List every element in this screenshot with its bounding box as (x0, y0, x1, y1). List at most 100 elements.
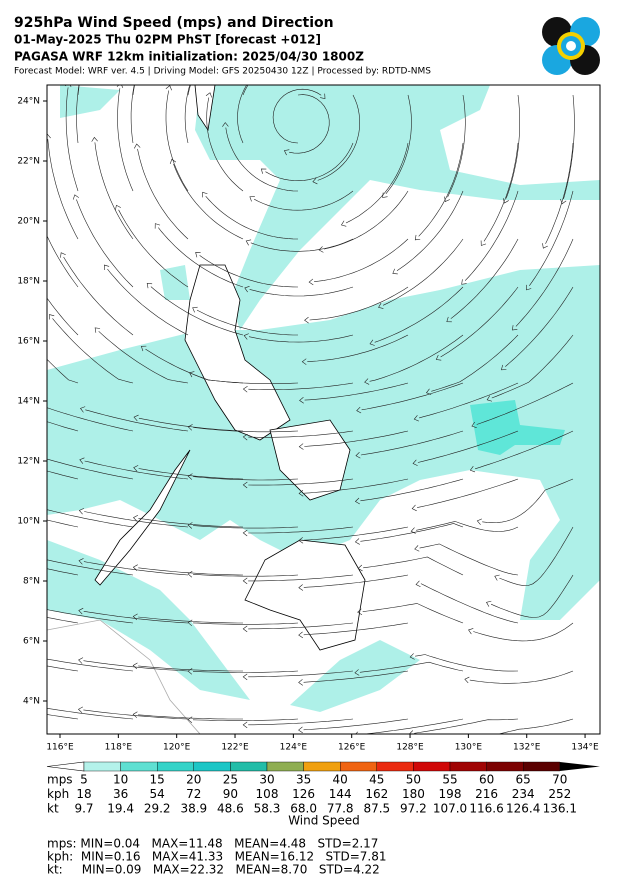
stream-arrow (298, 726, 303, 734)
stream-arrow (189, 371, 195, 378)
streamline (193, 374, 299, 385)
colorbar-swatch (449, 761, 487, 772)
stream-arrow (132, 564, 138, 571)
streamline (248, 334, 354, 343)
streamline (418, 142, 464, 237)
stream-arrow (140, 345, 147, 352)
streamline (473, 622, 574, 642)
streamline (83, 660, 189, 672)
colorbar-value: 65 (516, 773, 531, 787)
streamline (248, 382, 354, 391)
streamline (196, 309, 298, 336)
streamline (272, 88, 322, 144)
stream-arrow (132, 711, 138, 718)
info: Forecast Model: WRF ver. 4.5 | Driving M… (14, 67, 431, 77)
stream-arrow (242, 385, 248, 393)
stream-arrow (480, 240, 487, 246)
stream-arrow (411, 504, 417, 512)
streamline (138, 518, 244, 528)
stream-arrow (425, 388, 432, 395)
streamline (529, 190, 574, 286)
streamline (414, 718, 519, 734)
stream-arrow (378, 302, 384, 309)
streamline (369, 334, 464, 382)
stream-arrow (301, 358, 307, 365)
stream-arrow (308, 278, 314, 286)
colorbar-swatch (230, 761, 268, 772)
streamline (248, 718, 354, 726)
colorbar-value: 60 (479, 773, 494, 787)
colorbar-end (559, 762, 600, 771)
streamline (303, 718, 409, 731)
streamline (47, 708, 134, 720)
stream-arrow (187, 619, 193, 627)
stream-arrow (298, 537, 304, 544)
streamlines (47, 85, 575, 734)
stream-arrow (187, 570, 193, 578)
colorbar-swatch (486, 761, 524, 772)
stream-arrow (494, 574, 500, 581)
streamline (158, 227, 244, 288)
streamline (193, 574, 299, 577)
stream-arrow (318, 246, 324, 253)
streamline (193, 427, 299, 433)
colorbar-value: 9.7 (74, 802, 93, 816)
stream-arrow (486, 600, 492, 607)
colorbar-value: 70 (552, 773, 567, 787)
colorbar-value: 36 (113, 787, 128, 801)
streamline (505, 286, 574, 367)
streamline (362, 603, 464, 624)
streamline (307, 334, 409, 362)
colorbar-value: 10 (113, 773, 128, 787)
x-tick-label: 134°E (571, 743, 599, 753)
streamline (417, 430, 519, 463)
streamline (199, 255, 299, 288)
colorbar-value: 97.2 (400, 802, 427, 816)
streamline (205, 195, 299, 240)
stream-arrow (78, 607, 84, 615)
stream-arrow (78, 657, 84, 664)
streamline (47, 470, 79, 480)
stream-arrow (187, 668, 193, 675)
stream-arrow (340, 220, 347, 227)
streamline (138, 468, 244, 480)
streamline (431, 334, 519, 392)
streamline (65, 87, 79, 192)
streamline (85, 409, 189, 432)
colorbar-swatch (413, 761, 451, 772)
stats: mps: MIN=0.04 MAX=11.48 MEAN=4.48 STD=2.… (47, 837, 378, 851)
subtitle: 01-May-2025 Thu 02PM PhST [forecast +012… (14, 33, 321, 47)
stream-arrow (464, 676, 470, 684)
streamline (360, 478, 464, 502)
x-tick-label: 120°E (163, 743, 191, 753)
stream-arrow (298, 584, 304, 591)
y-tick-label: 14°N (17, 397, 40, 407)
stream-arrow (242, 577, 248, 585)
stream-arrow (242, 673, 248, 681)
stream-arrow (560, 198, 567, 205)
streamline (47, 617, 79, 624)
stream-arrow (354, 669, 360, 676)
colorbar-unit: mps (47, 773, 73, 787)
streamline (419, 543, 519, 576)
stream-arrow (132, 514, 139, 522)
colorbar-value: 180 (402, 787, 425, 801)
stream-arrow (195, 252, 201, 258)
colorbar-swatch (303, 761, 341, 772)
streamline (84, 511, 189, 528)
streamline (47, 407, 134, 432)
stream-arrow (91, 136, 98, 142)
streamline (304, 478, 409, 494)
stream-arrow (242, 529, 248, 537)
streamline (84, 460, 189, 480)
y-tick-label: 20°N (17, 217, 40, 227)
streamline (476, 382, 574, 425)
stream-arrow (356, 406, 362, 414)
streamline (440, 286, 519, 358)
streamline (314, 238, 409, 282)
streamline (303, 574, 409, 588)
streamline (94, 142, 134, 240)
colorbar-value: 15 (150, 773, 165, 787)
streamline (83, 709, 189, 720)
colorbar-value: 58.3 (254, 802, 281, 816)
